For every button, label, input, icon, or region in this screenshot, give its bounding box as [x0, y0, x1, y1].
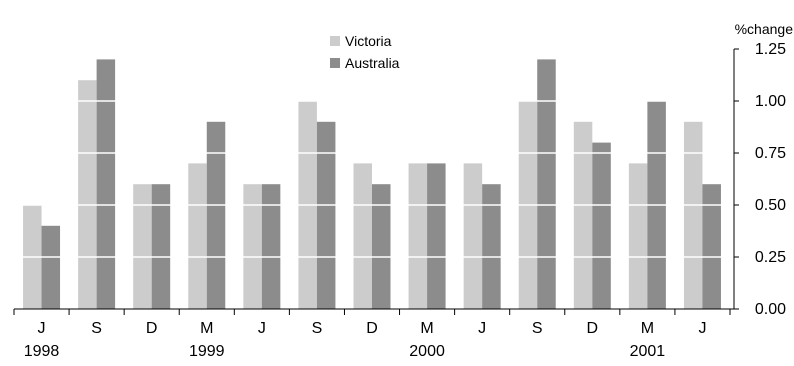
bar-victoria-6: [353, 163, 372, 309]
legend: Victoria Australia: [330, 33, 400, 71]
bar-victoria-7: [408, 163, 428, 309]
x-tick-label-9: S: [532, 320, 543, 337]
bar-australia-12: [702, 184, 721, 309]
y-tick-label-3: 0.75: [755, 145, 786, 162]
bar-victoria-11: [628, 163, 648, 309]
bar-australia-10: [592, 142, 611, 309]
bar-victoria-4: [243, 184, 262, 309]
bar-victoria-12: [683, 121, 703, 309]
bar-victoria-10: [573, 121, 593, 309]
bar-australia-7: [427, 163, 446, 309]
legend-swatch-australia: [330, 58, 340, 68]
year-label-1998: 1998: [24, 343, 60, 360]
y-tick-label-5: 1.25: [755, 41, 786, 58]
bar-victoria-3: [188, 163, 207, 309]
gridlines: [14, 100, 730, 258]
bar-australia-3: [206, 121, 226, 309]
y-tick-label-1: 0.25: [755, 249, 786, 266]
x-tick-label-12: J: [698, 320, 706, 337]
legend-swatch-victoria: [330, 36, 340, 46]
x-tick-label-8: J: [478, 320, 486, 337]
x-tick-label-6: D: [366, 320, 378, 337]
year-label-1999: 1999: [189, 343, 225, 360]
x-tick-label-4: J: [258, 320, 266, 337]
axes: 0.00 0.25 0.50 0.75 1.00 1.25 J S D M J S D M J S D M J 199…: [13, 41, 786, 360]
bar-australia-2: [151, 184, 171, 309]
y-axis-unit-label: %change: [735, 21, 794, 37]
year-label-2000: 2000: [409, 343, 445, 360]
x-tick-label-2: D: [146, 320, 158, 337]
bar-australia-5: [316, 121, 336, 309]
bar-australia-1: [96, 59, 116, 310]
x-tick-label-10: D: [587, 320, 599, 337]
bar-australia-4: [261, 184, 281, 309]
bar-victoria-1: [78, 80, 97, 309]
bar-australia-9: [537, 59, 556, 310]
bar-victoria-8: [463, 163, 483, 309]
x-tick-label-1: S: [91, 320, 102, 337]
legend-label-victoria: Victoria: [345, 33, 392, 49]
x-tick-label-3: M: [200, 320, 213, 337]
x-tick-label-7: M: [420, 320, 433, 337]
y-tick-label-0: 0.00: [755, 301, 786, 318]
y-tick-label-2: 0.50: [755, 197, 786, 214]
x-tick-label-0: J: [38, 320, 46, 337]
legend-label-australia: Australia: [345, 55, 400, 71]
year-label-2001: 2001: [630, 343, 666, 360]
bars-layer: [23, 59, 721, 310]
x-tick-label-5: S: [312, 320, 323, 337]
bar-australia-8: [482, 184, 501, 309]
x-tick-label-11: M: [641, 320, 654, 337]
bar-australia-0: [41, 225, 61, 309]
bar-australia-6: [372, 184, 391, 309]
y-tick-label-4: 1.00: [755, 93, 786, 110]
bar-victoria-2: [133, 184, 152, 309]
